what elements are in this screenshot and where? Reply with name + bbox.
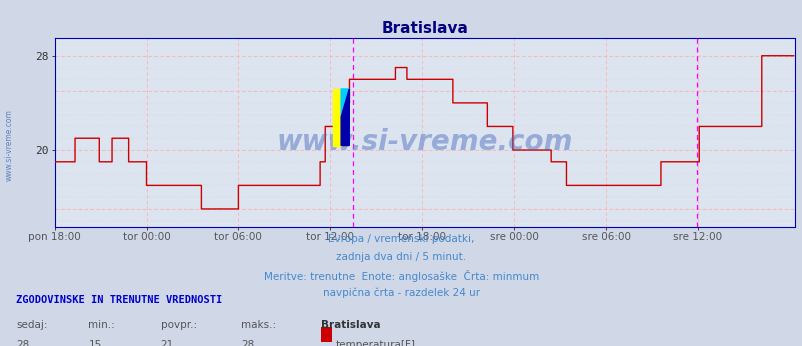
Text: www.si-vreme.com: www.si-vreme.com [276, 128, 573, 156]
Title: Bratislava: Bratislava [381, 20, 468, 36]
Text: 28: 28 [16, 340, 30, 346]
Text: povpr.:: povpr.: [160, 320, 196, 330]
Text: 21: 21 [160, 340, 174, 346]
Text: navpična črta - razdelek 24 ur: navpična črta - razdelek 24 ur [322, 288, 480, 298]
Polygon shape [341, 89, 349, 146]
FancyBboxPatch shape [333, 89, 341, 146]
Text: Bratislava: Bratislava [321, 320, 380, 330]
Polygon shape [341, 89, 349, 117]
Text: www.si-vreme.com: www.si-vreme.com [5, 109, 14, 181]
Text: min.:: min.: [88, 320, 115, 330]
Text: maks.:: maks.: [241, 320, 276, 330]
Text: sedaj:: sedaj: [16, 320, 47, 330]
Text: zadnja dva dni / 5 minut.: zadnja dva dni / 5 minut. [336, 252, 466, 262]
Text: temperatura[F]: temperatura[F] [335, 340, 415, 346]
Text: Evropa / vremenski podatki,: Evropa / vremenski podatki, [328, 234, 474, 244]
Text: 15: 15 [88, 340, 102, 346]
Text: 28: 28 [241, 340, 254, 346]
Text: ZGODOVINSKE IN TRENUTNE VREDNOSTI: ZGODOVINSKE IN TRENUTNE VREDNOSTI [16, 295, 222, 305]
Text: Meritve: trenutne  Enote: anglosaške  Črta: minmum: Meritve: trenutne Enote: anglosaške Črta… [264, 270, 538, 282]
